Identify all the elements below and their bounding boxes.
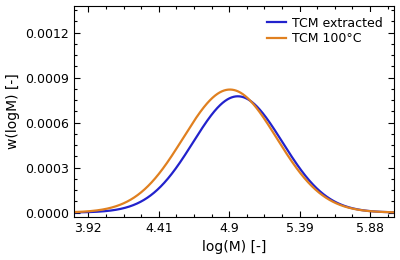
TCM extracted [351,207,356,210]
TCM 100°C [108,206,113,209]
TCM 100°C [228,88,232,91]
TCM 100°C [392,211,397,214]
TCM 100°C [208,98,213,101]
Legend: TCM extracted, TCM 100°C: TCM extracted, TCM 100°C [262,12,388,50]
TCM extracted [208,114,213,118]
Line: TCM extracted: TCM extracted [74,96,394,212]
TCM 100°C [351,207,356,210]
TCM extracted [127,205,132,208]
X-axis label: log(M) [-]: log(M) [-] [202,240,266,255]
TCM 100°C [72,211,76,214]
TCM extracted [72,211,76,214]
TCM extracted [392,211,397,214]
TCM 100°C [194,115,199,118]
Y-axis label: w(logM) [-]: w(logM) [-] [6,73,20,149]
TCM 100°C [127,199,132,202]
TCM extracted [386,211,391,214]
Line: TCM 100°C: TCM 100°C [74,89,394,212]
TCM extracted [108,209,113,212]
TCM extracted [235,95,240,98]
TCM extracted [194,135,199,138]
TCM 100°C [386,211,391,214]
